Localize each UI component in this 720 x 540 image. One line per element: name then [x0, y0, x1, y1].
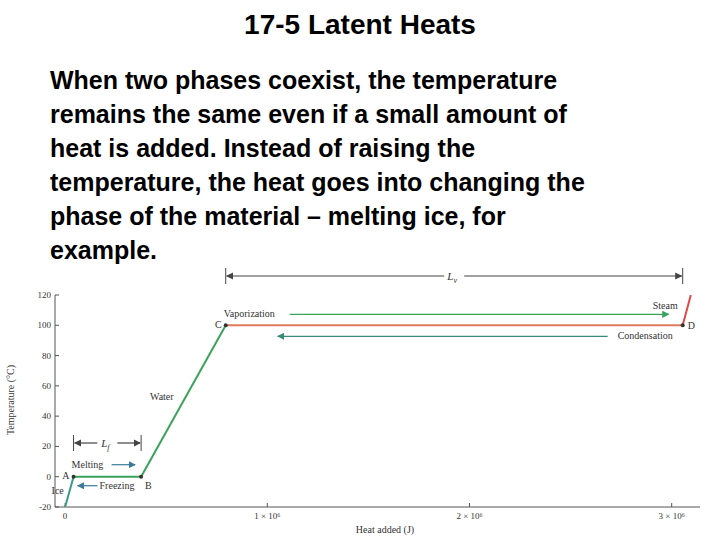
arrow	[464, 275, 681, 276]
series-line	[226, 324, 683, 326]
y-tick-label: 120	[38, 290, 52, 300]
y-tick-label: 40	[42, 411, 52, 421]
arrow	[278, 336, 608, 337]
body-text: temperature, the heat goes into changing…	[50, 168, 585, 196]
point-dot	[224, 323, 228, 327]
annotation: D	[688, 320, 695, 331]
body-text: phase of the material – melting ice, for	[50, 202, 506, 230]
annotation: Melting	[72, 459, 104, 470]
series-line	[141, 325, 226, 476]
body-text: remains the same even if a small amount …	[50, 100, 568, 128]
x-tick	[267, 503, 268, 507]
x-axis	[55, 507, 700, 508]
series-line	[65, 477, 73, 507]
annotation: Steam	[653, 300, 678, 311]
page: {"slide": {"title": "17-5 Latent Heats",…	[0, 0, 720, 540]
y-tick	[55, 325, 59, 326]
x-tick-label: 1 × 10⁶	[254, 511, 280, 521]
arrow	[227, 275, 444, 276]
annotation: Vaporization	[224, 308, 275, 319]
bracket-end	[225, 268, 226, 284]
point-dot	[681, 323, 685, 327]
annotation: Water	[150, 391, 174, 402]
y-tick	[55, 476, 59, 477]
latent-heat-label: Lf	[100, 437, 111, 452]
annotation: C	[215, 319, 222, 330]
y-axis	[55, 295, 56, 507]
slide: 17-5 Latent Heats When two phases coexist…	[0, 0, 720, 540]
annotation: Condensation	[618, 330, 673, 341]
x-tick-label: 2 × 10⁶	[456, 511, 482, 521]
y-tick	[55, 507, 59, 508]
body-text: heat is added. Instead of raising the	[50, 134, 475, 162]
latent-heat-label: Lv	[446, 270, 457, 285]
y-axis-label: Temperature (°C)	[5, 365, 17, 435]
point-dot	[72, 475, 76, 479]
arrow	[112, 464, 136, 465]
plot-area	[65, 295, 691, 507]
y-tick-label: 80	[42, 351, 52, 361]
y-tick-label: -20	[39, 502, 51, 512]
body-text: example.	[50, 236, 157, 264]
y-tick	[55, 416, 59, 417]
annotation: Freezing	[100, 480, 135, 491]
y-tick-label: 20	[42, 441, 52, 451]
x-tick	[671, 503, 672, 507]
annotation: A	[62, 470, 70, 481]
bracket-end	[682, 268, 683, 284]
series-line	[74, 476, 142, 478]
point-dot	[139, 475, 143, 479]
latent-heat-subscript: f	[107, 443, 111, 452]
y-tick-label: 100	[38, 320, 52, 330]
arrow	[75, 442, 98, 443]
x-tick	[469, 503, 470, 507]
y-tick-label: 0	[47, 472, 52, 482]
arrow	[290, 314, 669, 315]
x-axis-label: Heat added (J)	[356, 524, 414, 536]
bracket-end	[141, 435, 142, 451]
y-tick	[55, 355, 59, 356]
x-tick-label: 3 × 10⁶	[659, 511, 685, 521]
y-tick	[55, 385, 59, 386]
latent-heat-subscript: v	[453, 276, 457, 285]
slide-title: 17-5 Latent Heats	[244, 9, 476, 40]
y-tick	[55, 446, 59, 447]
y-tick	[55, 295, 59, 296]
y-tick-label: 60	[42, 381, 52, 391]
body-text: When two phases coexist, the temperature	[50, 66, 557, 94]
bracket-end	[73, 435, 74, 451]
annotation: Ice	[52, 485, 65, 496]
arrow	[78, 485, 98, 486]
annotation: B	[145, 480, 152, 491]
x-tick-label: 0	[63, 511, 68, 521]
arrow	[117, 442, 140, 443]
